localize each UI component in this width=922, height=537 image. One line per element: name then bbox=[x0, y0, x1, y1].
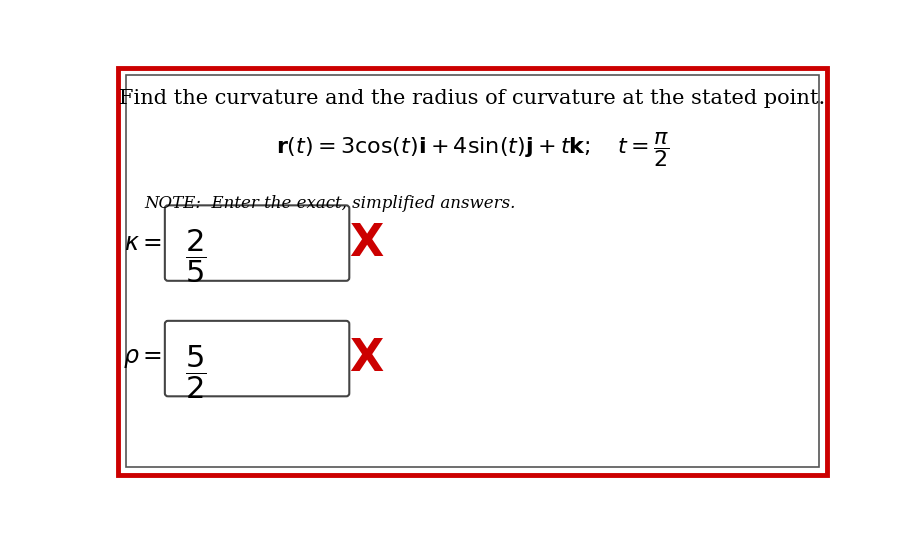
FancyBboxPatch shape bbox=[126, 75, 819, 467]
Text: $\mathbf{X}$: $\mathbf{X}$ bbox=[349, 222, 384, 265]
Text: $\dfrac{5}{2}$: $\dfrac{5}{2}$ bbox=[185, 343, 207, 401]
Text: Find the curvature and the radius of curvature at the stated point.: Find the curvature and the radius of cur… bbox=[120, 89, 825, 108]
Text: $\mathbf{X}$: $\mathbf{X}$ bbox=[349, 337, 384, 380]
Text: $\dfrac{2}{5}$: $\dfrac{2}{5}$ bbox=[185, 228, 207, 285]
Text: $\kappa =$: $\kappa =$ bbox=[124, 231, 161, 255]
FancyBboxPatch shape bbox=[165, 205, 349, 281]
FancyBboxPatch shape bbox=[165, 321, 349, 396]
Text: NOTE:  Enter the exact, simplified answers.: NOTE: Enter the exact, simplified answer… bbox=[145, 194, 516, 212]
Text: $\mathbf{r}(t) = 3\cos(t)\mathbf{i} + 4\sin(t)\mathbf{j} + t\mathbf{k}; \quad t : $\mathbf{r}(t) = 3\cos(t)\mathbf{i} + 4\… bbox=[276, 130, 669, 169]
Text: $\rho =$: $\rho =$ bbox=[123, 347, 161, 370]
